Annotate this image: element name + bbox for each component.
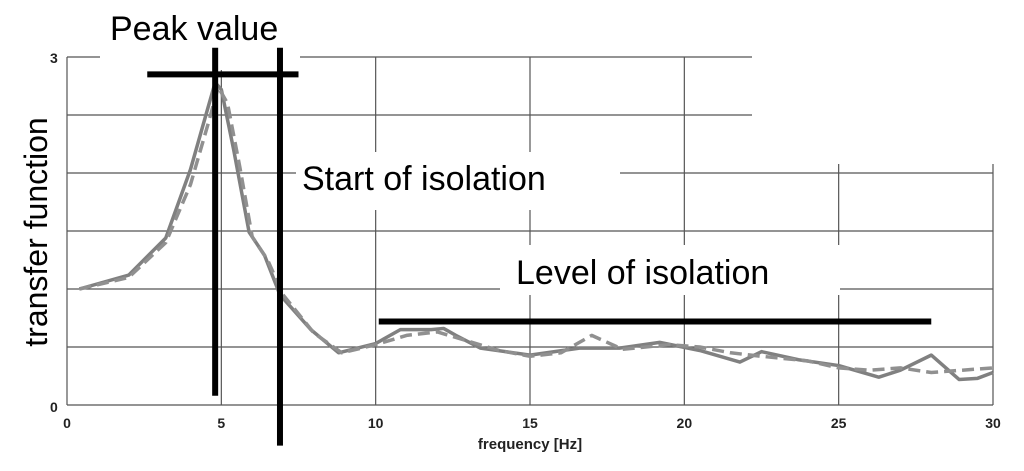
- x-tick-label-5: 5: [217, 415, 225, 431]
- x-tick-label-0: 0: [63, 415, 71, 431]
- y-tick-label-3: 3: [50, 50, 58, 66]
- series-line-measured: [78, 80, 994, 382]
- x-tick-label-25: 25: [831, 415, 847, 431]
- annotation-level-of-isolation: Level of isolation: [516, 254, 769, 292]
- label-backgrounds: [100, 30, 1024, 295]
- y-tick-label-0: 0: [50, 399, 58, 415]
- y-axis-label: transfer function: [18, 117, 54, 346]
- annotation-start-of-isolation: Start of isolation: [302, 160, 546, 198]
- annotation-peak-value: Peak value: [110, 10, 278, 48]
- series-group: [78, 80, 994, 382]
- x-tick-label-15: 15: [522, 415, 538, 431]
- annotation-lines: [147, 47, 932, 446]
- x-axis-label: frequency [Hz]: [478, 436, 582, 453]
- x-tick-label-20: 20: [677, 415, 693, 431]
- series-line-model: [78, 85, 994, 375]
- x-tick-labels: 0 5 10 15 20 25 30: [63, 415, 1001, 431]
- x-tick-label-30: 30: [985, 415, 1001, 431]
- x-tick-label-10: 10: [368, 415, 384, 431]
